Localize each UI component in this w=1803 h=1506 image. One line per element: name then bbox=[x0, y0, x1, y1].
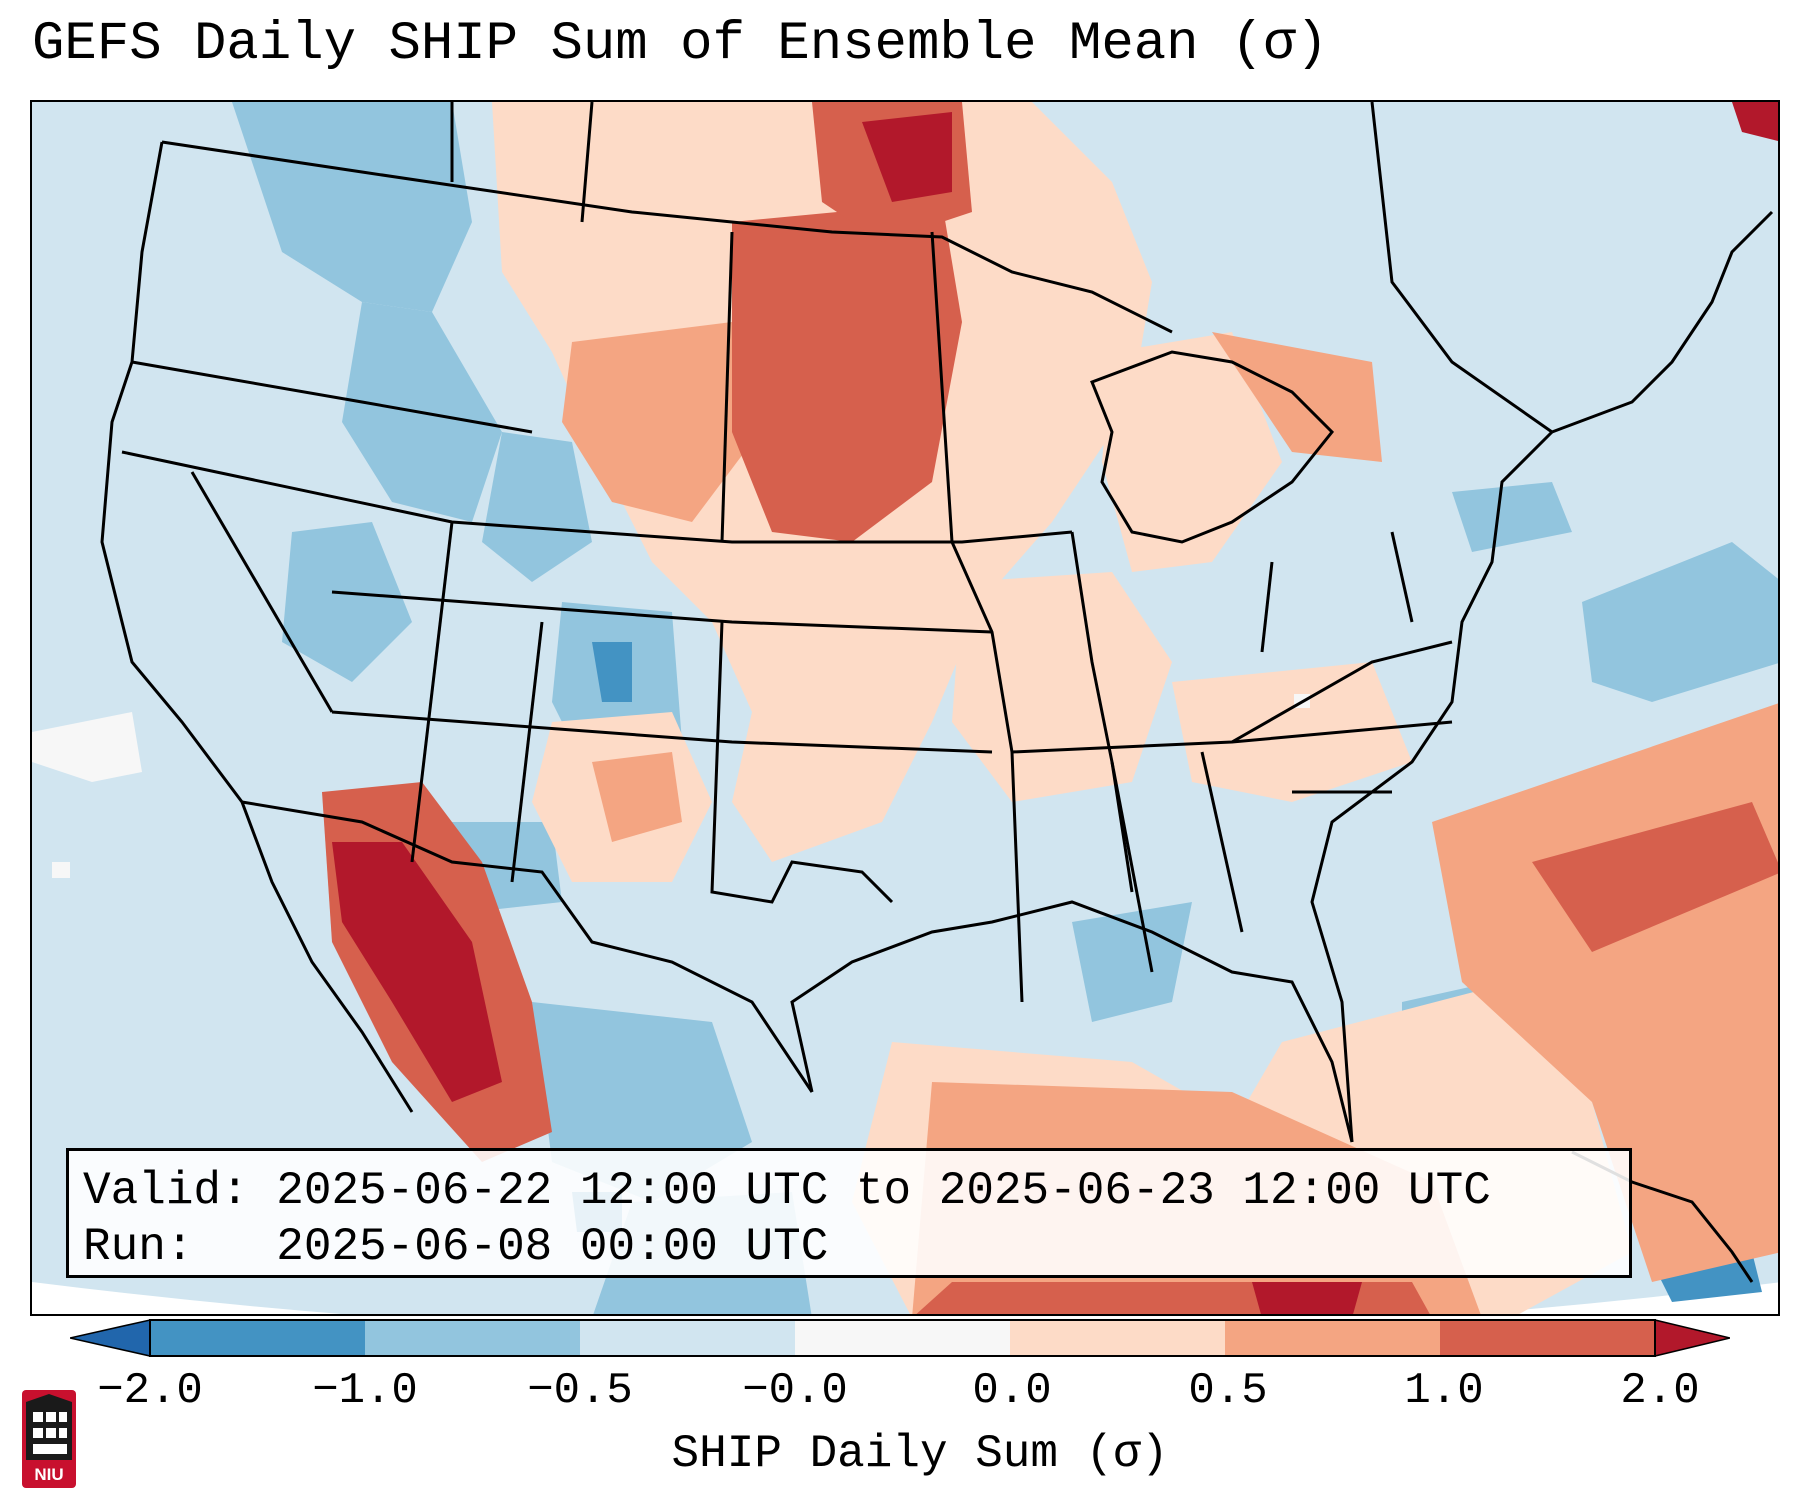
colorbar-bin-6 bbox=[1440, 1320, 1655, 1356]
colorbar-bin-1 bbox=[365, 1320, 580, 1356]
canada-line-1 bbox=[580, 102, 594, 223]
state-line-14 bbox=[1200, 751, 1244, 933]
niu-logo-icon: NIU bbox=[22, 1390, 76, 1488]
colorbar-tick-7: 2.0 bbox=[1620, 1366, 1700, 1416]
colorbar-tick-2: −0.5 bbox=[527, 1366, 633, 1416]
colorbar-under-arrow bbox=[70, 1319, 151, 1357]
map-panel bbox=[30, 100, 1780, 1316]
maritimes bbox=[1551, 210, 1774, 434]
political-boundaries bbox=[100, 102, 1774, 1283]
state-line-11 bbox=[1070, 531, 1134, 893]
colorbar-over-arrow bbox=[1654, 1319, 1730, 1357]
state-line-6 bbox=[331, 710, 993, 754]
state-line-8 bbox=[710, 621, 894, 904]
great-lakes bbox=[1090, 350, 1335, 544]
logo-text: NIU bbox=[34, 1465, 63, 1484]
state-line-7 bbox=[510, 621, 544, 883]
state-line-15 bbox=[1231, 640, 1453, 744]
colorbar-tick-0: −2.0 bbox=[97, 1366, 203, 1416]
us-canada-border bbox=[161, 140, 1173, 334]
east-coast bbox=[1310, 430, 1554, 1143]
colorbar-bin-3 bbox=[795, 1320, 1010, 1356]
state-line-2 bbox=[121, 450, 1073, 544]
run-time-line: Run: 2025-06-08 00:00 UTC bbox=[83, 1221, 829, 1273]
colorbar-tick-6: 1.0 bbox=[1404, 1366, 1484, 1416]
colorbar-tick-5: 0.5 bbox=[1188, 1366, 1268, 1416]
neutral-regions bbox=[32, 694, 1310, 878]
gulf-coast bbox=[790, 900, 1354, 1143]
colorbar-bin-2 bbox=[580, 1320, 795, 1356]
state-line-13 bbox=[1110, 761, 1154, 973]
colorbar-tick-1: −1.0 bbox=[312, 1366, 418, 1416]
validity-info-box: Valid: 2025-06-22 12:00 UTC to 2025-06-2… bbox=[66, 1148, 1632, 1278]
colorbar-outline bbox=[149, 1319, 1656, 1357]
state-line-10 bbox=[930, 231, 1024, 1003]
colorbar-tick-3: −0.0 bbox=[742, 1366, 848, 1416]
canada-line-3 bbox=[1370, 102, 1553, 434]
colorbar-bin-0 bbox=[150, 1320, 365, 1356]
map-title: GEFS Daily SHIP Sum of Ensemble Mean (σ) bbox=[32, 14, 1329, 75]
state-line-16 bbox=[1260, 561, 1274, 653]
state-line-5 bbox=[410, 521, 454, 863]
colorbar-tick-4: 0.0 bbox=[972, 1366, 1052, 1416]
state-line-4 bbox=[331, 590, 993, 634]
state-line-3 bbox=[190, 471, 334, 713]
west-coast bbox=[100, 141, 414, 1113]
valid-time-line: Valid: 2025-06-22 12:00 UTC to 2025-06-2… bbox=[83, 1165, 1491, 1217]
colorbar-bin-4 bbox=[1010, 1320, 1225, 1356]
mexico-border bbox=[241, 800, 814, 1093]
map-canvas bbox=[32, 102, 1778, 1314]
state-line-17 bbox=[1390, 531, 1414, 623]
colorbar bbox=[70, 1319, 1730, 1357]
state-line-1 bbox=[131, 360, 533, 434]
colorbar-label: SHIP Daily Sum (σ) bbox=[671, 1428, 1169, 1480]
colorbar-bin-5 bbox=[1225, 1320, 1440, 1356]
state-line-9 bbox=[720, 231, 734, 543]
